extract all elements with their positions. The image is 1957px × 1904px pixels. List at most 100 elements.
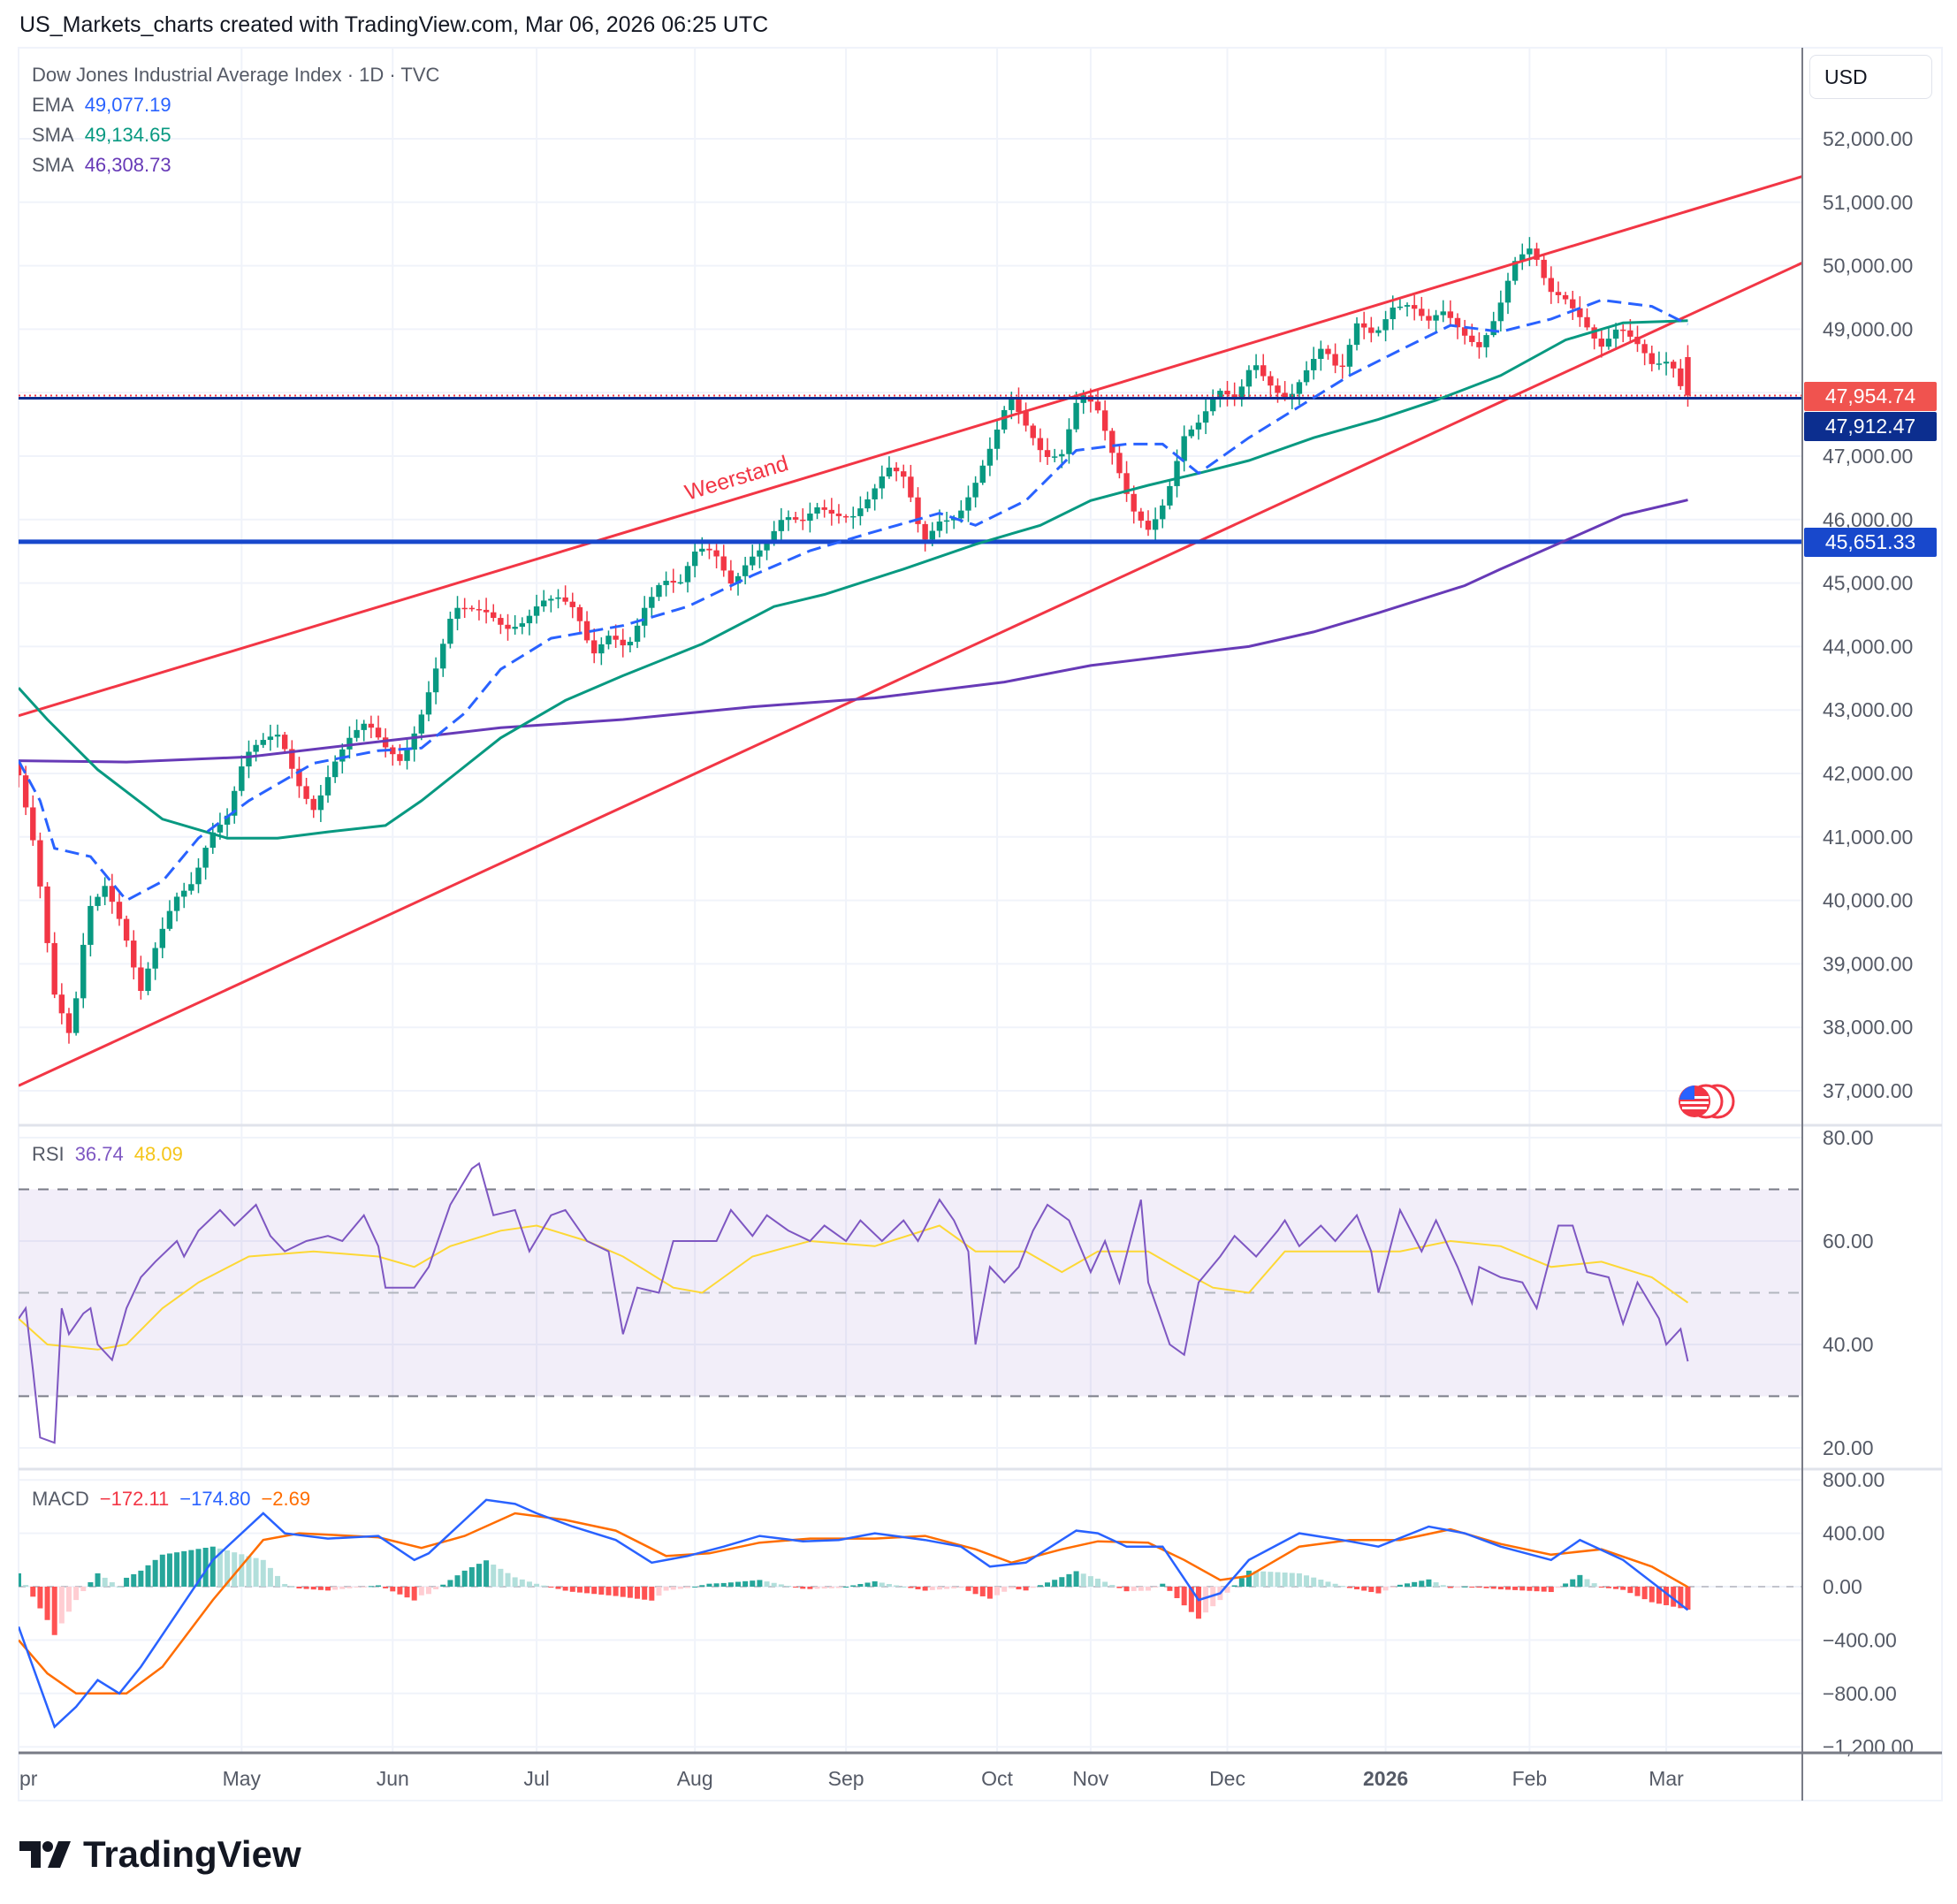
macd-histogram-bar bbox=[1087, 1576, 1093, 1587]
sma200-legend[interactable]: SMA 46,308.73 bbox=[32, 154, 171, 177]
candle bbox=[331, 755, 339, 783]
candle bbox=[569, 592, 575, 619]
macd-histogram-bar bbox=[116, 1587, 122, 1588]
candle bbox=[526, 609, 533, 636]
macd-histogram-bar bbox=[354, 1587, 360, 1588]
macd-histogram-bar bbox=[901, 1587, 907, 1588]
candle bbox=[1253, 354, 1260, 379]
candle bbox=[1440, 300, 1446, 323]
candle-body bbox=[972, 483, 979, 498]
macd-histogram-bar bbox=[1497, 1587, 1504, 1590]
candle-body bbox=[1123, 473, 1130, 494]
candle bbox=[800, 508, 806, 530]
macd-histogram-bar bbox=[1541, 1587, 1547, 1592]
macd-histogram-bar bbox=[1455, 1587, 1460, 1588]
candle-body bbox=[224, 815, 231, 825]
macd-histogram-bar bbox=[936, 1587, 942, 1590]
candle-body bbox=[1332, 354, 1338, 366]
candle bbox=[1202, 399, 1209, 435]
candle bbox=[1504, 272, 1512, 315]
macd-histogram-bar bbox=[1671, 1587, 1677, 1607]
macd-histogram-bar bbox=[591, 1587, 598, 1595]
price-tick-label: 46,000.00 bbox=[1823, 508, 1913, 531]
macd-histogram-bar bbox=[1613, 1587, 1619, 1589]
macd-histogram-bar bbox=[275, 1575, 281, 1587]
candle-body bbox=[771, 530, 777, 544]
candle bbox=[1512, 256, 1519, 286]
candle bbox=[375, 715, 382, 740]
price-tick-label: 47,000.00 bbox=[1823, 445, 1913, 468]
time-tick-label: Dec bbox=[1209, 1767, 1245, 1790]
rsi-legend[interactable]: RSI 36.74 48.09 bbox=[32, 1143, 183, 1166]
candle bbox=[1497, 290, 1504, 332]
macd-histogram-bar bbox=[800, 1587, 806, 1589]
sma50-value: 49,134.65 bbox=[84, 124, 171, 146]
candle-body bbox=[95, 896, 101, 906]
candle-body bbox=[1001, 409, 1008, 430]
candle-body bbox=[835, 514, 842, 516]
macd-legend[interactable]: MACD −172.11 −174.80 −2.69 bbox=[32, 1488, 310, 1511]
candle-body bbox=[1483, 335, 1489, 347]
candle-body bbox=[850, 515, 857, 518]
candle-body bbox=[1419, 308, 1425, 316]
candle bbox=[1181, 425, 1187, 472]
candle-body bbox=[986, 448, 994, 466]
macd-histogram-bar bbox=[1620, 1587, 1626, 1590]
ema-legend[interactable]: EMA 49,077.19 bbox=[32, 94, 171, 117]
candle-body bbox=[750, 556, 756, 566]
macd-histogram-bar bbox=[19, 1573, 21, 1587]
tradingview-logo[interactable]: TradingView bbox=[19, 1833, 301, 1876]
candle-body bbox=[483, 609, 490, 613]
candle bbox=[202, 845, 209, 880]
macd-histogram-bar bbox=[1656, 1587, 1662, 1604]
rsi-pane[interactable] bbox=[19, 1161, 1689, 1444]
symbol-title[interactable]: Dow Jones Industrial Average Index · 1D … bbox=[32, 64, 440, 86]
candle-body bbox=[1678, 368, 1684, 386]
candle-body bbox=[757, 550, 763, 557]
candle bbox=[281, 732, 288, 753]
macd-histogram-bar bbox=[1073, 1571, 1079, 1587]
candle-body bbox=[331, 761, 339, 778]
candle-body bbox=[447, 619, 453, 644]
candle bbox=[613, 624, 619, 648]
candle bbox=[620, 628, 626, 658]
candle-body bbox=[58, 994, 65, 1014]
candle bbox=[1260, 354, 1267, 381]
candle-body bbox=[1152, 519, 1159, 530]
candle bbox=[864, 491, 871, 513]
candle-body bbox=[929, 530, 935, 540]
macd-histogram-bar bbox=[562, 1587, 568, 1591]
candle bbox=[915, 487, 921, 533]
sma50-legend[interactable]: SMA 49,134.65 bbox=[32, 124, 171, 147]
candle bbox=[296, 757, 302, 798]
macd-histogram-bar bbox=[1346, 1587, 1352, 1588]
candle bbox=[842, 514, 849, 523]
candle bbox=[44, 881, 50, 953]
candle bbox=[627, 636, 634, 653]
candle bbox=[116, 893, 123, 926]
candle-body bbox=[1627, 330, 1633, 337]
candle-body bbox=[1066, 429, 1072, 454]
currency-button[interactable]: USD bbox=[1809, 55, 1932, 99]
macd-histogram-bar bbox=[239, 1554, 245, 1587]
macd-histogram-bar bbox=[1649, 1587, 1655, 1603]
candle bbox=[432, 657, 439, 704]
candle bbox=[37, 832, 43, 899]
macd-pane[interactable] bbox=[16, 1498, 1802, 1729]
candle-body bbox=[1671, 362, 1677, 369]
macd-histogram-bar bbox=[145, 1565, 151, 1587]
macd-histogram-bar bbox=[713, 1583, 720, 1587]
candle-body bbox=[37, 840, 43, 887]
rsi-band bbox=[19, 1188, 1802, 1398]
candle-body bbox=[663, 581, 669, 585]
candle bbox=[1685, 345, 1691, 407]
candle-body bbox=[979, 465, 986, 484]
macd-histogram-bar bbox=[699, 1585, 705, 1587]
candle bbox=[310, 795, 316, 819]
macd-histogram-bar bbox=[440, 1584, 446, 1587]
candle-body bbox=[1094, 401, 1101, 411]
candle bbox=[742, 556, 749, 585]
candle-body bbox=[1562, 294, 1569, 300]
macd-histogram-bar bbox=[519, 1579, 525, 1587]
